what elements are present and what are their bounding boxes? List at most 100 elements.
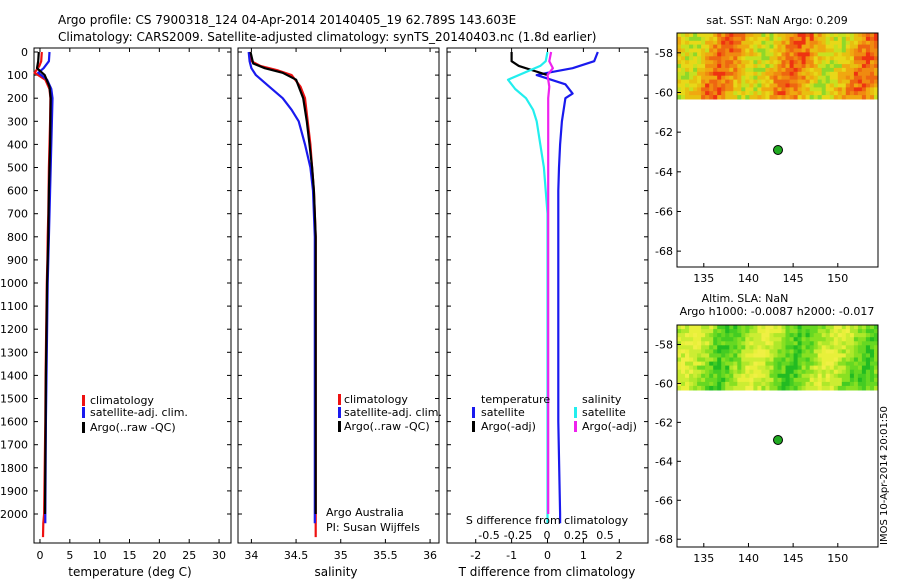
map-cell <box>701 349 706 354</box>
map-cell <box>753 48 758 53</box>
s-diff-tick-label: -0.5 <box>478 529 499 542</box>
map-cell <box>721 345 726 350</box>
map-cell <box>741 329 746 334</box>
map-cell <box>870 361 875 367</box>
map-cell <box>705 365 710 371</box>
map-cell <box>849 91 855 96</box>
legend-head-temperature: temperature <box>481 393 550 406</box>
map-cell <box>761 365 766 371</box>
map-cell <box>757 385 762 391</box>
map-cell <box>765 365 770 371</box>
map-cell <box>685 60 690 65</box>
map-cell <box>745 357 750 363</box>
map-cell <box>805 381 811 387</box>
legend-swatch-sal-argo <box>574 421 577 432</box>
map-cell <box>749 33 754 38</box>
map-cell <box>821 345 827 350</box>
map-cell <box>733 345 738 350</box>
map-cell <box>805 52 811 57</box>
map-cell <box>821 325 827 330</box>
map-cell <box>870 373 875 379</box>
x-tick-label: -1 <box>506 549 517 562</box>
map-cell <box>865 361 871 367</box>
x-tick-label: 35.5 <box>373 549 398 562</box>
map-cell <box>769 329 774 334</box>
map-cell <box>853 333 859 338</box>
map-cell <box>741 75 746 81</box>
map-cell <box>797 91 803 96</box>
map-cell <box>725 60 730 65</box>
map-cell <box>777 83 782 88</box>
map-cell <box>857 385 863 391</box>
depth-tick-label: 200 <box>7 92 28 105</box>
map-cell <box>677 337 682 342</box>
map-cell <box>821 337 827 342</box>
map-cell <box>801 75 807 81</box>
map-cell <box>865 91 871 96</box>
map-cell <box>733 341 738 346</box>
map-cell <box>677 373 682 379</box>
map-cell <box>677 56 682 61</box>
map-cell <box>777 357 782 363</box>
map-cell <box>785 377 790 383</box>
map-cell <box>781 36 786 42</box>
map-cell <box>801 373 807 379</box>
map-cell <box>857 369 863 375</box>
map-cell <box>757 71 762 77</box>
map-cell <box>717 329 722 334</box>
map-cell <box>681 377 686 383</box>
map-cell <box>681 365 686 371</box>
map-cell <box>709 325 714 330</box>
map-cell <box>845 44 851 49</box>
map-cell <box>753 44 758 49</box>
map-cell <box>789 369 795 375</box>
map-cell <box>781 48 786 53</box>
map-cell <box>813 71 819 77</box>
map-y-tick-label: -62 <box>655 126 673 139</box>
map-cell <box>685 337 690 342</box>
map-cell <box>785 91 790 96</box>
map-cell <box>769 33 774 38</box>
map-cell <box>789 333 795 338</box>
map-cell <box>769 56 774 61</box>
difference-xlabel: T difference from climatology <box>458 565 636 579</box>
map-cell <box>681 361 686 367</box>
map-cell <box>813 333 819 338</box>
map-cell <box>721 91 726 96</box>
map-cell <box>785 345 790 350</box>
map-cell <box>833 377 839 383</box>
map-cell <box>781 385 786 391</box>
map-cell <box>761 345 766 350</box>
map-cell <box>837 71 843 77</box>
map-cell <box>769 83 774 88</box>
series-line-salinity-argo-adj- <box>546 51 555 514</box>
map-cell <box>825 64 831 69</box>
depth-axis-labels: 0100200300400500600700800900100011001200… <box>0 46 28 521</box>
map-cell <box>693 377 698 383</box>
map-cell <box>837 373 843 379</box>
map-cell <box>721 361 726 367</box>
s-diff-tick-label: 0.5 <box>596 529 614 542</box>
map-cell <box>781 333 786 338</box>
map-cell <box>745 337 750 342</box>
map-cell <box>717 365 722 371</box>
map-cell <box>829 44 835 49</box>
map-cell <box>729 357 734 363</box>
map-cell <box>689 48 694 53</box>
map-cell <box>825 91 831 96</box>
map-cell <box>865 36 871 42</box>
map-cell <box>793 44 799 49</box>
map-cell <box>705 325 710 330</box>
legend-swatch-temp-satellite <box>472 407 475 418</box>
map-cell <box>841 329 847 334</box>
map-cell <box>681 67 686 73</box>
map-cell <box>773 67 778 73</box>
map-cell <box>801 381 807 387</box>
map-y-tick-label: -58 <box>655 338 673 351</box>
map-cell <box>685 385 690 391</box>
map-cell <box>733 353 738 358</box>
map-cell <box>857 95 863 100</box>
map-cell <box>849 33 855 38</box>
map-cell <box>757 381 762 387</box>
map-cell <box>801 33 807 38</box>
